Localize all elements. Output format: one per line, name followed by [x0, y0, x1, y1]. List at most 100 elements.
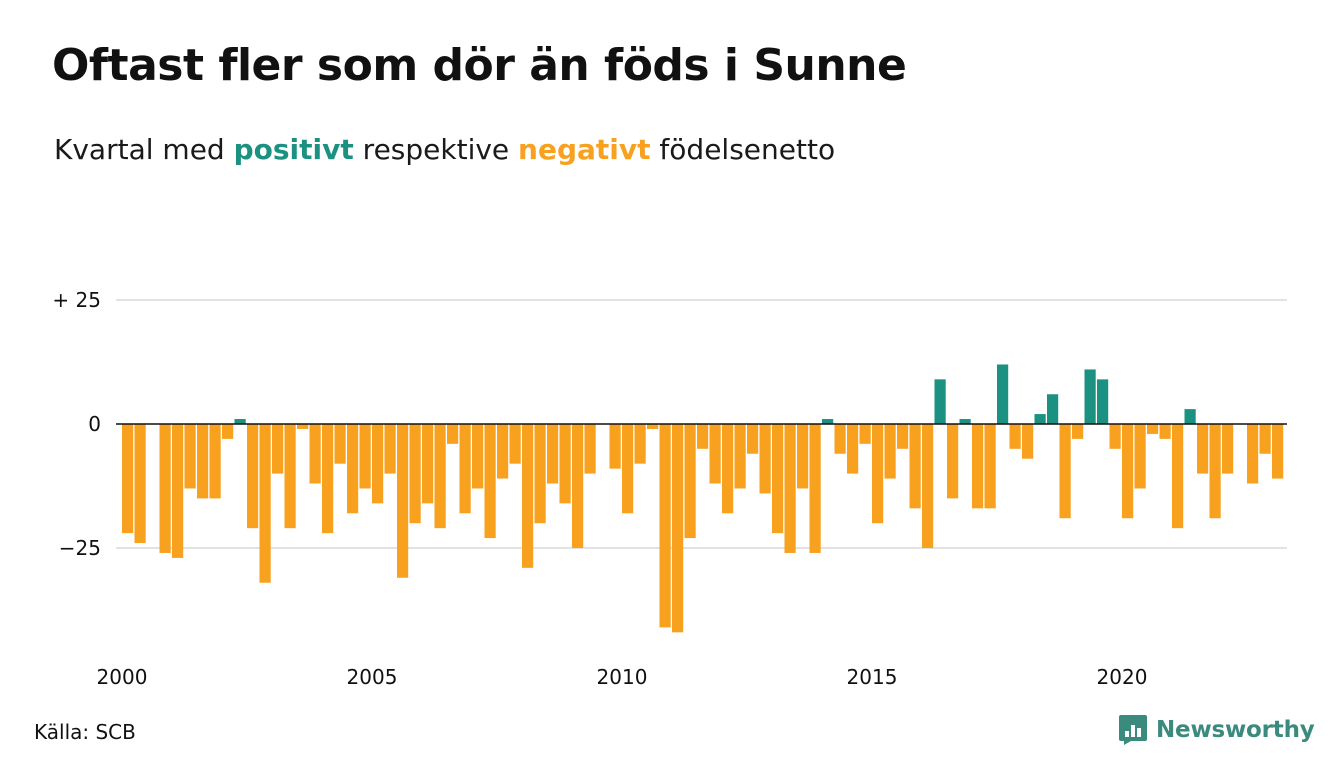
- bar-q38: [584, 424, 596, 474]
- bar-q43: [647, 424, 659, 429]
- bar-q73: [1022, 424, 1034, 459]
- x-tick-label-2005: 2005: [347, 665, 398, 689]
- bar-q14: [284, 424, 296, 529]
- bar-q70: [984, 424, 996, 509]
- bar-q12: [259, 424, 271, 583]
- chart-subtitle: Kvartal med positivt respektive negativt…: [54, 133, 835, 166]
- bar-q66: [934, 379, 946, 424]
- bar-q77: [1072, 424, 1084, 439]
- subtitle-text-3: födelsenetto: [650, 133, 836, 166]
- bar-q63: [897, 424, 909, 449]
- bar-q80: [1109, 424, 1121, 449]
- bar-q62: [884, 424, 896, 479]
- y-tick-label-0: 0: [88, 412, 101, 436]
- bar-q44: [659, 424, 671, 628]
- subtitle-text-1: Kvartal med: [54, 133, 234, 166]
- bar-q52: [759, 424, 771, 494]
- bar-q18: [334, 424, 346, 464]
- bar-q60: [859, 424, 871, 444]
- bar-q59: [847, 424, 859, 474]
- subtitle-positive-label: positivt: [233, 133, 354, 166]
- bar-q2: [134, 424, 146, 544]
- bar-q20: [359, 424, 371, 489]
- bar-q75: [1047, 394, 1059, 424]
- bar-q24: [409, 424, 421, 524]
- bar-q68: [959, 419, 971, 424]
- subtitle-negative-label: negativt: [518, 133, 651, 166]
- bar-q61: [872, 424, 884, 524]
- bar-q19: [347, 424, 359, 514]
- bar-q31: [497, 424, 509, 479]
- bar-q29: [472, 424, 484, 489]
- grid-lines: [116, 299, 1287, 549]
- x-tick-label-2010: 2010: [597, 665, 648, 689]
- bar-q8: [209, 424, 221, 499]
- bar-q85: [1172, 424, 1184, 529]
- bar-q36: [559, 424, 571, 504]
- source-label: Källa: SCB: [34, 720, 136, 744]
- bar-q26: [434, 424, 446, 529]
- bar-q23: [397, 424, 409, 578]
- bar-q74: [1034, 414, 1046, 424]
- bar-q88: [1209, 424, 1221, 519]
- x-tick-label-2015: 2015: [847, 665, 898, 689]
- bar-q76: [1059, 424, 1071, 519]
- bar-q91: [1247, 424, 1259, 484]
- bar-q32: [509, 424, 521, 464]
- bar-q64: [909, 424, 921, 509]
- bar-q57: [822, 419, 834, 424]
- bar-q93: [1272, 424, 1284, 479]
- bar-q4: [159, 424, 171, 553]
- bar-q49: [722, 424, 734, 514]
- bar-q27: [447, 424, 459, 444]
- bars: [122, 364, 1284, 633]
- x-tick-label-2020: 2020: [1097, 665, 1148, 689]
- bar-q46: [684, 424, 696, 539]
- bar-q21: [372, 424, 384, 504]
- bar-q11: [247, 424, 259, 529]
- bar-q53: [772, 424, 784, 534]
- bar-q56: [809, 424, 821, 553]
- bar-q25: [422, 424, 434, 504]
- bar-q79: [1097, 379, 1109, 424]
- bar-q30: [484, 424, 496, 539]
- bar-q5: [172, 424, 184, 558]
- y-tick-label--25: −25: [59, 536, 101, 560]
- bar-q89: [1222, 424, 1234, 474]
- bar-chart: + 25 0 −25 2000 2005 2010 2015 2020: [52, 288, 1287, 689]
- bar-q33: [522, 424, 534, 568]
- bar-q78: [1084, 369, 1096, 424]
- y-axis-labels: + 25 0 −25: [52, 288, 101, 560]
- bar-q82: [1134, 424, 1146, 489]
- bar-q67: [947, 424, 959, 499]
- bar-q10: [234, 419, 246, 424]
- bar-q55: [797, 424, 809, 489]
- bar-q28: [459, 424, 471, 514]
- chart-title: Oftast fler som dör än föds i Sunne: [52, 40, 907, 91]
- bar-q42: [634, 424, 646, 464]
- y-tick-label-25: + 25: [52, 288, 101, 312]
- bar-q1: [122, 424, 134, 534]
- bar-chart-bubble-icon: [1119, 715, 1147, 745]
- bar-q48: [709, 424, 721, 484]
- bar-q51: [747, 424, 759, 454]
- bar-q65: [922, 424, 934, 548]
- bar-q17: [322, 424, 334, 534]
- subtitle-text-2: respektive: [353, 133, 519, 166]
- bar-q45: [672, 424, 684, 633]
- bar-q13: [272, 424, 284, 474]
- bar-q86: [1184, 409, 1196, 424]
- bar-q81: [1122, 424, 1134, 519]
- bar-q7: [197, 424, 209, 499]
- bar-q22: [384, 424, 396, 474]
- bar-q87: [1197, 424, 1209, 474]
- bar-q9: [222, 424, 234, 439]
- bar-q69: [972, 424, 984, 509]
- brand-name: Newsworthy: [1156, 717, 1315, 743]
- bar-q47: [697, 424, 709, 449]
- bar-q15: [297, 424, 309, 429]
- x-axis-labels: 2000 2005 2010 2015 2020: [97, 665, 1148, 689]
- bar-q35: [547, 424, 559, 484]
- bar-q41: [622, 424, 634, 514]
- bar-q6: [184, 424, 196, 489]
